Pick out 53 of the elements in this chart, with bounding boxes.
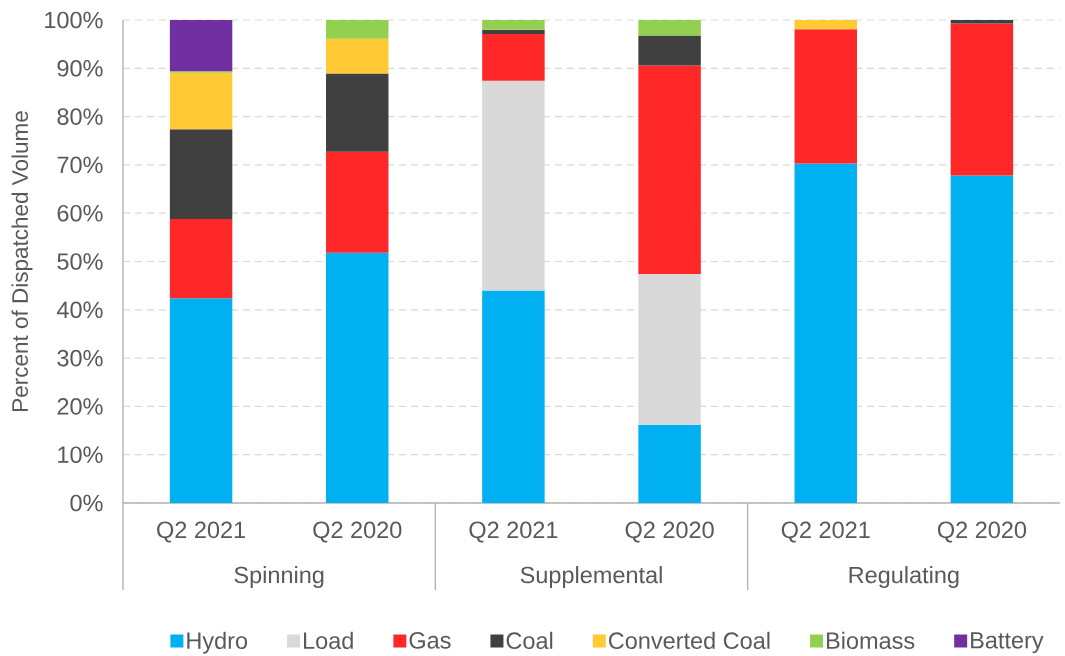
- bar: [638, 424, 701, 503]
- bar: [326, 20, 389, 39]
- bar: [482, 80, 545, 291]
- bar: [326, 38, 389, 74]
- y-tick-label: 40%: [56, 301, 103, 319]
- bar: [638, 65, 701, 275]
- bar: [326, 151, 389, 253]
- legend-label: Gas: [409, 632, 451, 649]
- legend-label: Hydro: [187, 631, 248, 654]
- bar: [794, 163, 857, 503]
- bar: [482, 20, 545, 30]
- bar: [794, 29, 857, 164]
- bar: [950, 23, 1014, 176]
- x-tick-label: Q2 2021: [157, 521, 245, 543]
- legend-label: Load: [304, 631, 353, 649]
- bar: [638, 35, 701, 66]
- bar: [482, 34, 545, 81]
- y-tick-label: 10%: [58, 446, 103, 464]
- bar: [169, 298, 233, 503]
- x-tick-label: Q2 2021: [781, 521, 870, 543]
- y-tick-label: 0%: [70, 494, 103, 512]
- bar: [169, 72, 233, 130]
- legend-label: Battery: [971, 632, 1044, 654]
- y-tick-label: 30%: [57, 349, 103, 367]
- bar: [169, 20, 233, 72]
- text: Supplemental: [520, 566, 662, 588]
- bar: [169, 129, 233, 219]
- bar: [638, 20, 701, 36]
- bar: [794, 20, 857, 30]
- text: Spinning: [234, 566, 324, 588]
- bar: [638, 274, 701, 425]
- y-tick-label: 70%: [57, 156, 103, 174]
- y-tick-label: 100%: [45, 11, 103, 29]
- y-tick-label: 20%: [57, 398, 103, 415]
- legend-label: Coal: [506, 631, 553, 649]
- bar: [326, 252, 389, 503]
- bar: [950, 175, 1014, 503]
- x-tick-label: Q2 2020: [625, 521, 714, 543]
- y-tick-label: 80%: [57, 108, 103, 125]
- x-tick-label: Q2 2021: [469, 521, 558, 543]
- y-tick-label: 90%: [57, 59, 103, 77]
- legend-label: Converted Coal: [608, 631, 770, 649]
- bar: [482, 29, 545, 34]
- bar: [482, 290, 545, 503]
- x-tick-label: Q2 2020: [313, 521, 402, 543]
- text: Regulating: [849, 566, 959, 588]
- y-tick-label: 60%: [57, 204, 103, 222]
- bar: [326, 73, 389, 152]
- y-tick-label: 50%: [57, 253, 103, 270]
- legend-label: Biomass: [826, 631, 915, 649]
- y-axis-title: Percent of Dispatched Volume: [11, 111, 33, 411]
- bar: [169, 218, 233, 299]
- x-tick-label: Q2 2020: [937, 521, 1027, 543]
